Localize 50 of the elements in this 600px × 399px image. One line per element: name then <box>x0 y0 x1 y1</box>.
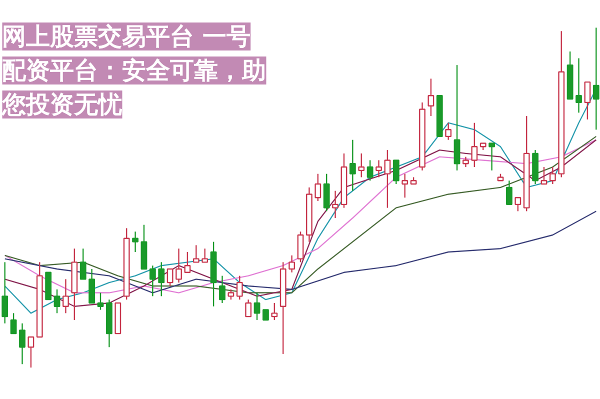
candlestick <box>158 262 165 297</box>
candlestick <box>323 173 330 212</box>
candlestick <box>584 81 591 120</box>
candlestick <box>592 27 600 130</box>
candlestick <box>236 275 243 300</box>
candlestick <box>376 160 382 178</box>
candlestick <box>540 166 548 185</box>
candlestick <box>149 264 156 297</box>
candlestick <box>166 268 174 287</box>
candlestick <box>19 322 26 365</box>
candlestick <box>88 268 96 304</box>
candlestick <box>62 278 69 314</box>
candlestick <box>132 231 138 253</box>
candlestick <box>245 298 252 318</box>
candlestick <box>192 244 200 263</box>
text: 网上股票交易平台 一号配资平台：安全可靠，助您投资无忧 <box>1 22 266 118</box>
candlestick <box>228 288 234 300</box>
candlestick <box>10 312 17 334</box>
candlestick <box>176 248 182 284</box>
candlestick <box>549 166 556 185</box>
candlestick <box>332 190 338 219</box>
candlestick <box>297 231 304 263</box>
candlestick <box>488 142 496 172</box>
candlestick <box>358 152 365 178</box>
candlestick <box>80 248 86 280</box>
candlestick <box>288 254 296 273</box>
candlestick <box>462 156 469 168</box>
candlestick <box>402 173 408 198</box>
candlestick <box>514 197 522 212</box>
candlestick <box>349 139 356 192</box>
candlestick <box>254 292 260 321</box>
candlestick <box>97 292 104 310</box>
candlestick <box>576 58 582 114</box>
candlestick <box>28 336 34 368</box>
candlestick <box>184 251 191 273</box>
candlestick <box>384 149 391 208</box>
candlestick <box>506 180 512 206</box>
candlestick <box>314 173 322 202</box>
candlestick <box>262 309 269 321</box>
candlestick <box>445 122 452 140</box>
candlestick <box>271 302 278 321</box>
candlestick <box>219 275 226 304</box>
candlestick <box>392 160 400 185</box>
candlestick <box>366 160 374 182</box>
candlestick <box>2 262 8 324</box>
candlestick <box>428 78 434 117</box>
candlestick <box>471 122 478 168</box>
candlestick <box>202 248 208 263</box>
candlestick <box>54 288 60 314</box>
candlestick <box>454 64 460 172</box>
